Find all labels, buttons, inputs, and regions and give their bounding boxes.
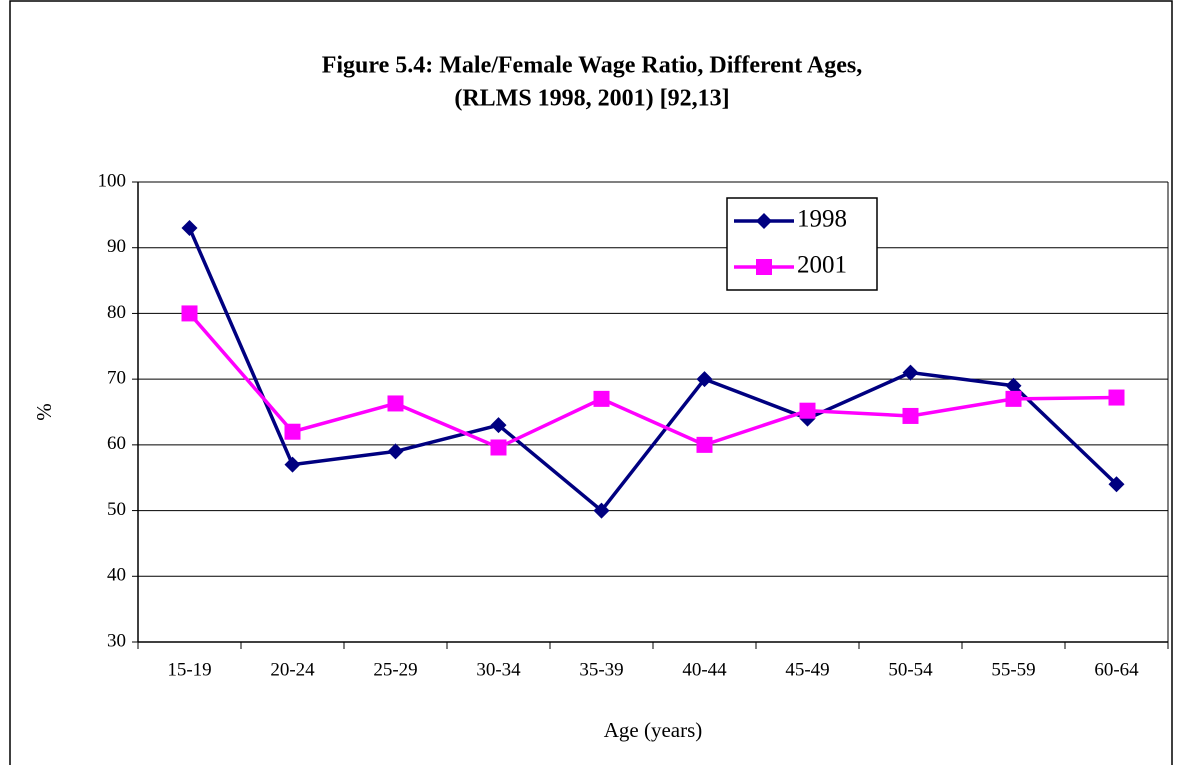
x-tick-label: 45-49 bbox=[785, 659, 829, 680]
x-tick-label: 50-54 bbox=[888, 659, 933, 680]
marker bbox=[181, 305, 198, 322]
marker bbox=[387, 443, 404, 460]
x-tick-label: 15-19 bbox=[167, 659, 211, 680]
marker bbox=[387, 395, 404, 412]
marker bbox=[756, 213, 772, 229]
y-tick-label: 80 bbox=[107, 302, 126, 323]
x-tick-label: 60-64 bbox=[1094, 659, 1139, 680]
marker bbox=[696, 371, 713, 388]
marker bbox=[1005, 377, 1022, 394]
chart-title: (RLMS 1998, 2001) [92,13] bbox=[454, 86, 729, 112]
series-line bbox=[187, 227, 1118, 514]
marker bbox=[284, 423, 301, 440]
marker bbox=[1005, 390, 1022, 407]
legend-box bbox=[726, 197, 878, 291]
marker bbox=[181, 220, 198, 236]
marker bbox=[1108, 389, 1125, 406]
y-tick-label: 70 bbox=[107, 368, 126, 389]
y-tick-label: 60 bbox=[107, 433, 126, 454]
legend-label: 1998 bbox=[797, 206, 847, 233]
marker bbox=[1108, 476, 1125, 493]
y-tick-label: 50 bbox=[107, 499, 126, 520]
marker bbox=[490, 417, 507, 434]
marker bbox=[593, 502, 610, 519]
legend-label: 2001 bbox=[797, 252, 847, 279]
x-tick-label: 35-39 bbox=[579, 659, 623, 680]
x-tick-label: 55-59 bbox=[991, 659, 1035, 680]
x-tick-label: 20-24 bbox=[270, 659, 315, 680]
marker bbox=[799, 402, 816, 419]
x-axis-label: Age (years) bbox=[604, 718, 703, 742]
series-line bbox=[188, 312, 1117, 450]
marker bbox=[593, 390, 610, 407]
y-tick-label: 40 bbox=[107, 565, 126, 586]
x-tick-label: 40-44 bbox=[682, 659, 727, 680]
x-tick-label: 25-29 bbox=[373, 659, 417, 680]
marker bbox=[490, 439, 507, 456]
y-tick-label: 30 bbox=[107, 630, 126, 651]
y-tick-label: 100 bbox=[98, 170, 127, 191]
marker bbox=[696, 436, 713, 453]
marker bbox=[284, 456, 301, 473]
chart-title: Figure 5.4: Male/Female Wage Ratio, Diff… bbox=[322, 53, 863, 79]
chart-frame bbox=[9, 0, 1173, 765]
y-axis-label: % bbox=[32, 403, 56, 421]
marker bbox=[902, 364, 919, 381]
marker bbox=[756, 259, 772, 275]
marker bbox=[902, 407, 919, 424]
y-tick-label: 90 bbox=[107, 236, 126, 257]
x-tick-label: 30-34 bbox=[476, 659, 521, 680]
